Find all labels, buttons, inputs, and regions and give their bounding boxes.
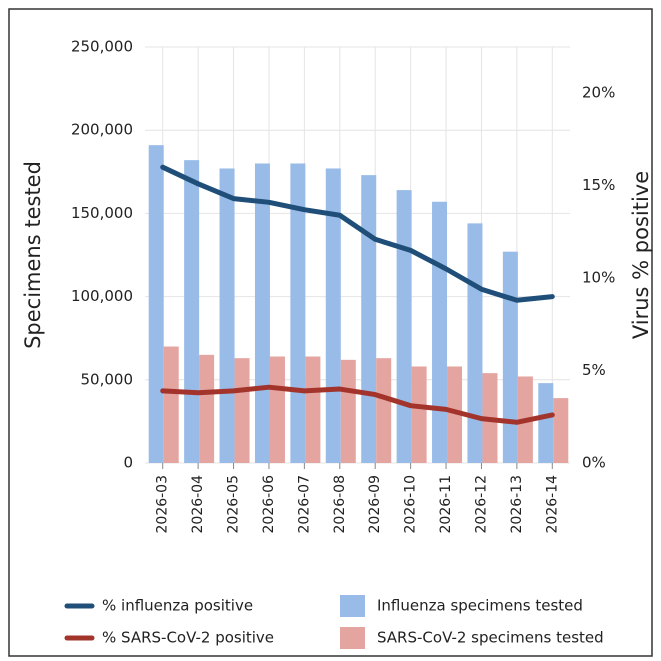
legend-label: % influenza positive [102, 597, 253, 615]
x-tick-label: 2026-06 [261, 475, 277, 534]
legend-swatch [340, 595, 365, 617]
bar [502, 251, 518, 463]
bar [538, 383, 554, 463]
y-axis-title: Specimens tested [21, 161, 45, 349]
bar [396, 190, 412, 463]
bar [148, 145, 164, 463]
frame [8, 8, 653, 657]
bar [234, 358, 250, 463]
bar [447, 366, 463, 463]
x-tick-label: 2026-03 [155, 475, 171, 534]
bar [163, 346, 179, 463]
x-tick-label: 2026-12 [473, 475, 489, 534]
y-tick-label: 0 [123, 454, 133, 472]
legend-swatch [340, 627, 365, 649]
y2-axis-title: Virus % positive [629, 171, 653, 339]
bar [199, 354, 215, 463]
bar [467, 223, 483, 463]
bar [376, 358, 392, 463]
bar [219, 168, 235, 464]
y-tick-label: 100,000 [71, 287, 133, 305]
y2-tick-label: 0% [582, 454, 606, 472]
bar [361, 175, 377, 464]
x-tick-label: 2026-13 [509, 475, 525, 534]
bar [254, 163, 270, 464]
x-tick-label: 2026-07 [296, 475, 312, 534]
x-tick-label: 2026-09 [367, 475, 383, 534]
y-tick-label: 250,000 [71, 38, 133, 56]
x-tick-label: 2026-10 [403, 475, 419, 534]
y2-tick-label: 5% [582, 361, 606, 379]
bar [432, 201, 448, 463]
bar [553, 398, 569, 463]
bar [269, 356, 285, 463]
y-tick-label: 150,000 [71, 204, 133, 222]
bar [305, 356, 321, 463]
line [160, 384, 555, 425]
line [160, 164, 555, 303]
bar [340, 359, 356, 463]
y-tick-label: 200,000 [71, 121, 133, 139]
bar [184, 160, 200, 464]
y2-tick-label: 20% [582, 84, 615, 102]
legend-label: SARS-CoV-2 specimens tested [377, 629, 604, 647]
bar [411, 366, 427, 463]
x-tick-label: 2026-08 [332, 475, 348, 534]
x-tick-label: 2026-05 [226, 475, 242, 534]
y2-tick-label: 10% [582, 269, 615, 287]
x-tick-label: 2026-14 [544, 475, 560, 534]
legend-label: % SARS-CoV-2 positive [102, 629, 274, 647]
x-tick-label: 2026-04 [190, 475, 206, 534]
y-tick-label: 50,000 [81, 370, 134, 388]
x-tick-label: 2026-11 [438, 475, 454, 534]
y2-tick-label: 15% [582, 176, 615, 194]
legend-label: Influenza specimens tested [377, 597, 583, 615]
